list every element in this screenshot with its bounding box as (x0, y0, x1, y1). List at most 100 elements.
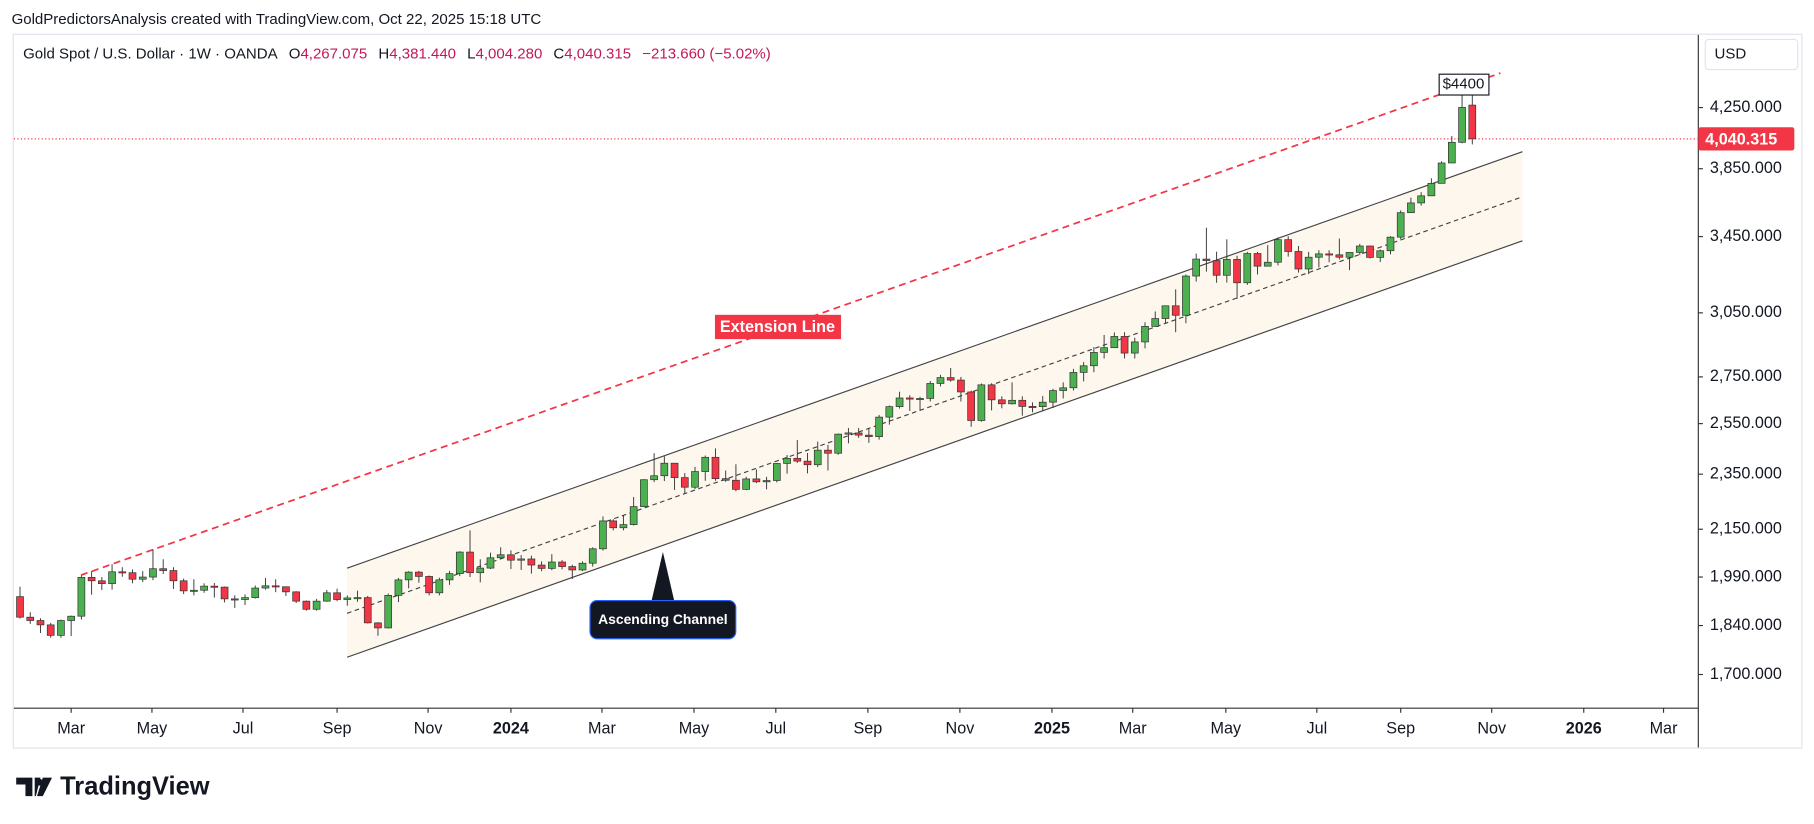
candle-body (507, 554, 515, 561)
candle-body (1243, 253, 1252, 284)
candle-body (138, 576, 147, 580)
y-tick-label: 3,050.000 (1710, 303, 1782, 321)
extension-label: Extension Line (720, 318, 835, 336)
candle-body (1141, 326, 1149, 343)
candle-body (149, 568, 157, 578)
candle-body (455, 551, 464, 574)
candle-body (476, 567, 485, 574)
candle-body (711, 456, 720, 480)
last-price-box (1698, 127, 1795, 151)
channel-mid (346, 196, 1523, 614)
candle-body (1049, 390, 1057, 403)
candle-body (957, 379, 965, 393)
candle-body (517, 558, 525, 561)
header-high: 4,381.440 (389, 45, 456, 62)
candle-body (793, 457, 802, 462)
candle-body (1427, 183, 1436, 197)
x-tick-label: Nov (1477, 719, 1507, 737)
candle-body (190, 589, 198, 592)
candle-body (261, 585, 270, 589)
candle-body (629, 506, 638, 525)
candle-body (1233, 259, 1241, 284)
candle-body (1120, 336, 1129, 354)
candle-body (425, 576, 433, 594)
header-open: 4,267.075 (300, 45, 367, 62)
y-tick-label: 1,700.000 (1710, 665, 1782, 683)
candle-body (87, 577, 96, 582)
candle-body (834, 433, 843, 454)
extension-label-box (714, 314, 842, 340)
candle-body (384, 595, 393, 629)
callout-pointer (651, 551, 675, 602)
target-label-box (1438, 73, 1490, 96)
header-low: 4,004.280 (476, 45, 543, 62)
candle-body (496, 554, 505, 559)
candle-body (415, 571, 423, 577)
x-tick-label: Jul (233, 719, 254, 737)
candle-body (1355, 245, 1364, 253)
candle-body (1182, 275, 1190, 316)
channel-lower (346, 240, 1523, 658)
candle-body (1458, 107, 1466, 143)
candle-body (159, 568, 168, 571)
candle-body (895, 397, 904, 407)
candle-body (987, 384, 996, 401)
candle-body (1345, 252, 1354, 258)
candle-body (865, 434, 873, 437)
candle-body (1253, 253, 1262, 267)
candle-body (16, 596, 24, 618)
header-c: C (553, 45, 564, 62)
candle-body (1212, 260, 1221, 276)
candle-body (1079, 365, 1088, 373)
candle-body (445, 573, 454, 581)
candle-body (271, 585, 280, 588)
candle-body (241, 597, 249, 600)
candle-body (394, 579, 403, 596)
candle-body (1366, 245, 1374, 258)
candle-body (36, 620, 45, 626)
x-tick-label: Jul (1306, 719, 1327, 737)
currency-box[interactable] (1704, 38, 1799, 71)
candle-body (1028, 406, 1037, 408)
x-tick-label: Nov (946, 719, 976, 737)
candle-body (936, 377, 945, 384)
candle-body (854, 432, 863, 436)
candle-body (773, 463, 781, 481)
candle-body (824, 449, 832, 454)
candle-body (721, 478, 730, 481)
candle-body (343, 597, 352, 600)
y-tick-label: 2,150.000 (1710, 519, 1782, 537)
candle-body (251, 587, 260, 598)
candle-body (1407, 202, 1415, 214)
candle-body (599, 520, 607, 550)
candle-body (640, 479, 648, 507)
candle-body (67, 615, 75, 621)
candle-body (1059, 387, 1068, 391)
candle-body (1090, 352, 1098, 367)
candle-body (200, 585, 208, 591)
watermark: GoldPredictorsAnalysis created with Trad… (12, 11, 542, 28)
target-label: $4400 (1443, 76, 1485, 93)
header-h: H (378, 45, 389, 62)
x-tick-label: Sep (323, 719, 352, 737)
logo-text: TradingView (60, 773, 210, 801)
chart-header: Gold Spot / U.S. Dollar · 1W · OANDA O4,… (23, 45, 771, 62)
candle-body (875, 416, 883, 437)
last-price-label: 4,040.315 (1705, 130, 1777, 148)
y-tick-label: 2,750.000 (1710, 367, 1782, 385)
candle-body (844, 432, 853, 435)
candle-body (77, 577, 86, 617)
candle-body (1161, 305, 1170, 319)
candle-body (977, 384, 986, 421)
currency[interactable]: USD (1715, 45, 1747, 62)
candle-body (1263, 261, 1272, 267)
candle-body (568, 566, 577, 571)
y-tick-label: 3,450.000 (1710, 227, 1782, 245)
header-change: −213.660 (−5.02%) (642, 45, 771, 62)
candle-body (466, 551, 474, 574)
candle-body (762, 480, 771, 483)
candle-body (363, 597, 372, 624)
candle-body (905, 397, 914, 400)
candle-body (435, 579, 444, 594)
x-tick-label: Mar (588, 719, 616, 737)
